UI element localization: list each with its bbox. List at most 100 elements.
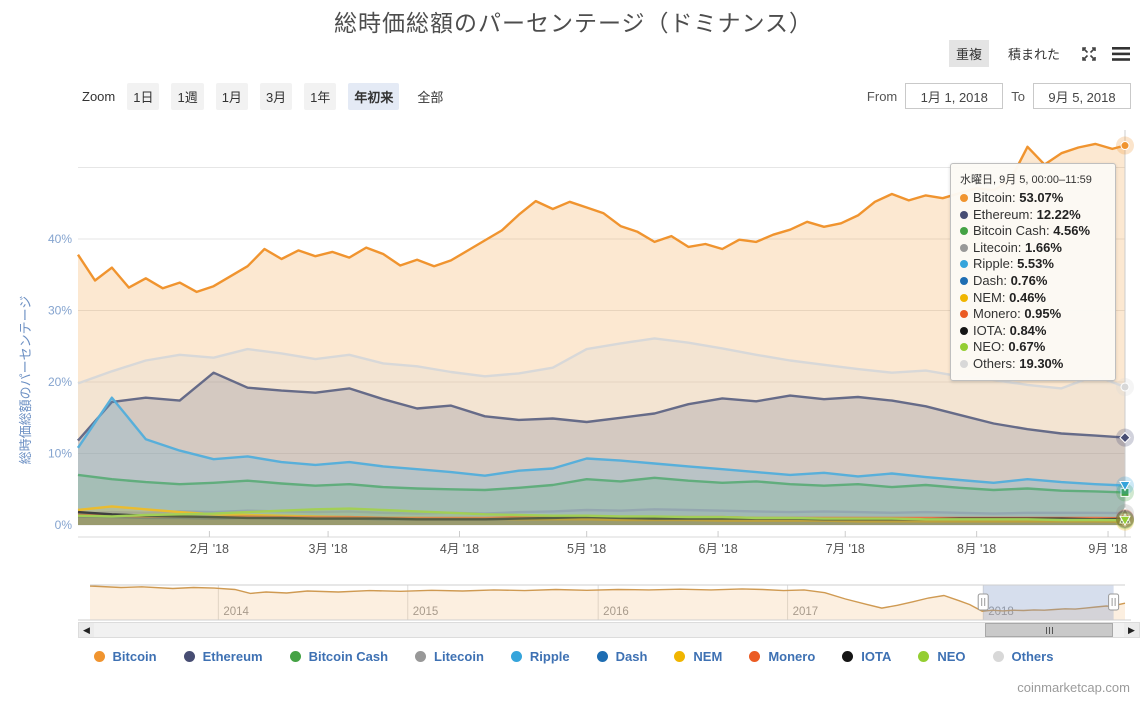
legend-label: IOTA [861, 649, 892, 664]
tooltip-series-dot-icon [960, 260, 968, 269]
chart-tooltip: 水曜日, 9月 5, 00:00–11:59 Bitcoin: 53.07% Et… [950, 163, 1116, 381]
legend-dot-icon [93, 651, 105, 662]
chart-scrollbar[interactable]: ◀ ▶ [78, 622, 1140, 638]
navigator-right-handle[interactable] [1108, 593, 1120, 611]
series-legend: Bitcoin Ethereum Bitcoin Cash Litecoin Rippl… [0, 649, 1147, 664]
y-axis-title: 総時価総額のパーセンテージ [18, 296, 33, 465]
series-area-ethereum [78, 372, 1125, 525]
tooltip-series-value: 0.84% [1009, 322, 1047, 338]
legend-label: Bitcoin Cash [308, 649, 389, 664]
x-axis-label: 4月 '18 [440, 542, 479, 556]
series-line-nem[interactable] [77, 505, 1126, 523]
tooltip-series-dot-icon [960, 243, 968, 252]
legend-label: Ethereum [202, 649, 263, 664]
legend-dot-icon [674, 651, 686, 662]
navigator-line [89, 585, 1126, 613]
tooltip-series-name: Ripple: [973, 256, 1018, 272]
series-marker [1120, 382, 1130, 392]
scrollbar-right-arrow-icon[interactable]: ▶ [1124, 623, 1139, 637]
tooltip-row: NEM: 0.46% [960, 290, 1106, 307]
series-line-neo[interactable] [77, 507, 1126, 522]
tooltip-row: Dash: 0.76% [960, 273, 1106, 290]
navigator-year-label: 2015 [413, 606, 439, 618]
legend-label: NEM [693, 649, 723, 664]
tooltip-series-dot-icon [960, 326, 968, 335]
legend-label: Others [1011, 649, 1054, 664]
series-area-ripple [78, 397, 1125, 525]
legend-dot-icon [510, 651, 522, 662]
legend-dot-icon [918, 651, 930, 662]
overlap-mode-button[interactable]: 重複 [948, 40, 989, 67]
legend-item-litecoin[interactable]: Litecoin [415, 649, 484, 664]
navigator-left-handle[interactable] [977, 593, 989, 611]
tooltip-series-name: Bitcoin: [973, 190, 1020, 205]
legend-label: Litecoin [434, 649, 484, 664]
tooltip-series-dot-icon [960, 194, 968, 202]
scrollbar-thumb[interactable] [985, 623, 1113, 637]
navigator-year-label: 2017 [793, 606, 819, 618]
scrollbar-left-arrow-icon[interactable]: ◀ [79, 623, 94, 637]
from-label: From [866, 88, 898, 104]
legend-item-bitcoin-cash[interactable]: Bitcoin Cash [289, 649, 389, 664]
tooltip-series-value: 4.56% [1053, 223, 1091, 239]
zoom-ytd-button[interactable]: 年初来 [348, 83, 400, 110]
tooltip-series-dot-icon [960, 343, 968, 352]
from-date-input[interactable] [905, 83, 1004, 109]
series-line-ripple[interactable] [77, 396, 1126, 487]
zoom-1d-button[interactable]: 1日 [127, 83, 160, 110]
navigator-year-label: 2016 [603, 606, 629, 618]
series-line-bitcoin-cash[interactable] [77, 473, 1126, 494]
series-line-ethereum[interactable] [77, 371, 1126, 442]
zoom-1w-button[interactable]: 1週 [171, 83, 204, 110]
series-marker [1120, 141, 1130, 151]
x-axis-label: 3月 '18 [308, 542, 347, 556]
tooltip-row: Others: 19.30% [960, 356, 1106, 373]
navigator-area [90, 586, 1125, 620]
stacked-mode-button[interactable]: 積まれた [1007, 47, 1060, 62]
zoom-1y-button[interactable]: 1年 [304, 83, 337, 110]
tooltip-series-name: IOTA: [973, 322, 1010, 338]
zoom-label: Zoom [82, 89, 116, 104]
legend-item-neo[interactable]: NEO [918, 649, 966, 664]
legend-item-dash[interactable]: Dash [596, 649, 647, 664]
legend-dot-icon [183, 651, 195, 662]
legend-item-others[interactable]: Others [992, 649, 1054, 664]
chart-menu-icon[interactable] [1111, 44, 1131, 64]
legend-item-iota[interactable]: IOTA [842, 649, 891, 664]
to-label: To [1011, 88, 1025, 104]
tooltip-series-name: NEM: [973, 289, 1010, 305]
tooltip-row: Bitcoin Cash: 4.56% [960, 223, 1106, 240]
legend-dot-icon [289, 651, 301, 662]
series-area-others [78, 338, 1125, 525]
fullscreen-icon[interactable] [1079, 44, 1099, 64]
tooltip-series-value: 19.30% [1019, 355, 1064, 371]
zoom-3m-button[interactable]: 3月 [259, 83, 293, 110]
tooltip-row: Ethereum: 12.22% [960, 207, 1106, 224]
tooltip-row: Ripple: 5.53% [960, 256, 1106, 273]
y-axis-label: 30% [48, 304, 72, 318]
y-axis-label: 40% [48, 232, 72, 246]
navigator-selection[interactable] [983, 585, 1114, 620]
legend-item-monero[interactable]: Monero [749, 649, 815, 664]
tooltip-series-name: Litecoin: [973, 239, 1026, 255]
legend-item-nem[interactable]: NEM [674, 649, 722, 664]
legend-item-ethereum[interactable]: Ethereum [183, 649, 263, 664]
legend-item-ripple[interactable]: Ripple [510, 649, 570, 664]
zoom-1m-button[interactable]: 1月 [215, 83, 248, 110]
navigator-year-label: 2014 [223, 606, 249, 618]
legend-label: NEO [937, 649, 966, 664]
to-date-input[interactable] [1033, 83, 1131, 109]
page-title: 総時価総額のパーセンテージ（ドミナンス） [333, 10, 814, 36]
legend-label: Monero [768, 649, 816, 664]
legend-dot-icon [992, 651, 1004, 662]
tooltip-series-value: 5.53% [1017, 256, 1054, 272]
zoom-all-button[interactable]: 全部 [417, 90, 444, 105]
legend-item-bitcoin[interactable]: Bitcoin [93, 649, 157, 664]
tooltip-series-name: Dash: [973, 272, 1011, 288]
tooltip-series-name: Monero: [973, 306, 1025, 322]
x-axis-label: 9月 '18 [1088, 542, 1127, 556]
date-range-controls: From To [867, 83, 1131, 109]
tooltip-series-name: Bitcoin Cash: [973, 223, 1054, 239]
